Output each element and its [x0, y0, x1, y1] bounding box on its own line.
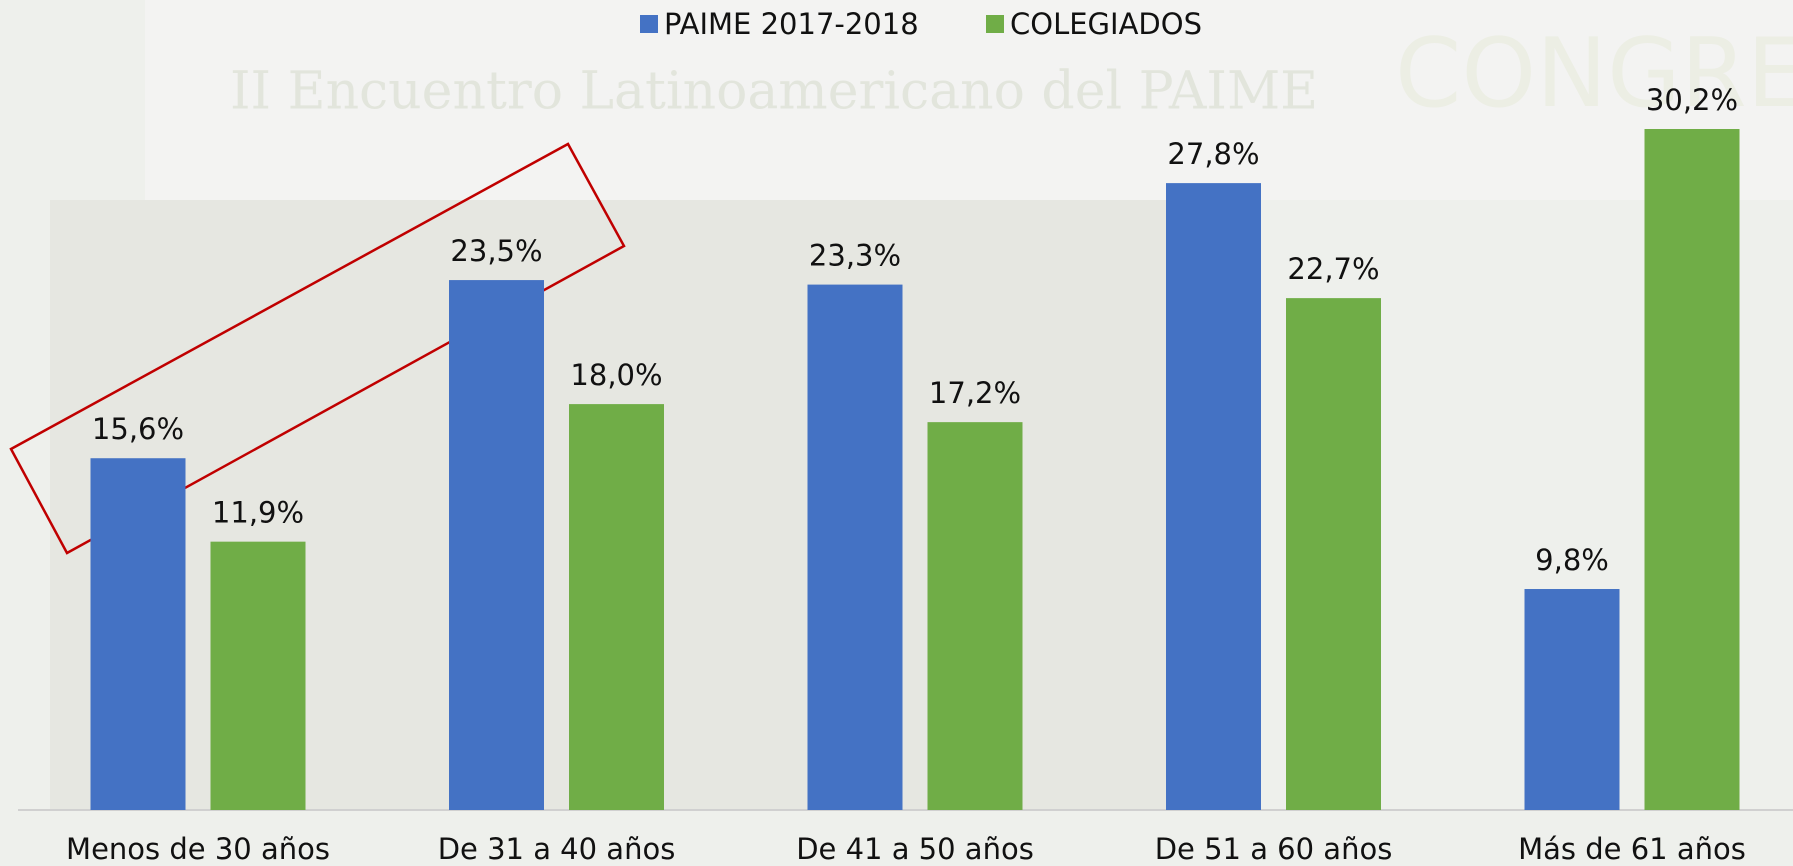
data-label: 15,6% — [92, 412, 184, 446]
legend-swatch — [640, 15, 658, 33]
bar — [807, 284, 903, 810]
x-tick-label: De 51 a 60 años — [1155, 832, 1393, 866]
data-label: 17,2% — [929, 376, 1021, 410]
background-text: II Encuentro Latinoamericano del PAIME — [230, 62, 1318, 122]
x-tick-label: Menos de 30 años — [66, 832, 330, 866]
bar — [1166, 183, 1261, 810]
bar — [569, 404, 664, 810]
bar — [449, 280, 544, 811]
x-tick-label: Más de 61 años — [1518, 832, 1746, 866]
x-tick-label: De 31 a 40 años — [438, 832, 676, 866]
data-label: 11,9% — [212, 496, 304, 530]
data-label: 22,7% — [1287, 252, 1379, 286]
data-label: 30,2% — [1646, 83, 1738, 117]
legend-label: PAIME 2017-2018 — [664, 7, 919, 41]
bar — [210, 541, 306, 810]
data-label: 18,0% — [570, 358, 662, 392]
x-tick-label: De 41 a 50 años — [796, 832, 1034, 866]
bar — [1644, 129, 1740, 810]
background-text: CONGRESO — [1395, 19, 1793, 129]
highlight-box — [9, 142, 626, 555]
bar — [927, 422, 1023, 810]
data-label: 23,5% — [450, 234, 542, 268]
legend-label: COLEGIADOS — [1010, 7, 1202, 41]
legend-swatch — [986, 15, 1004, 33]
data-label: 23,3% — [809, 239, 901, 273]
bar — [1286, 298, 1381, 810]
bar — [90, 458, 186, 810]
bar — [1524, 589, 1620, 810]
banner — [145, 0, 1793, 200]
data-label: 9,8% — [1535, 543, 1609, 577]
data-label: 27,8% — [1167, 137, 1259, 171]
